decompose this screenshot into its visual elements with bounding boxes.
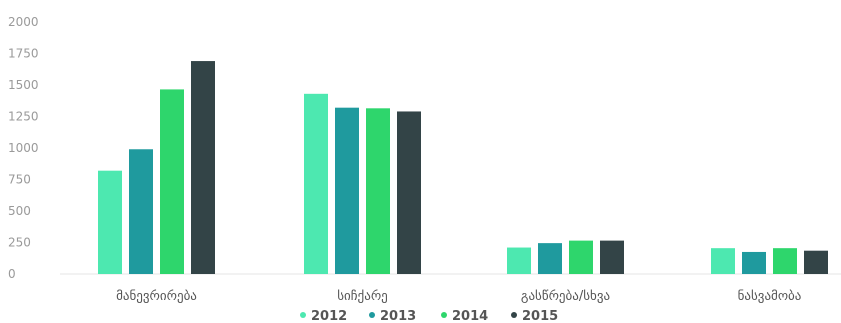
bar-2013-2 <box>335 107 359 275</box>
legend: 2012 2013 2014 2015 <box>300 309 558 323</box>
legend-label-2014: 2014 <box>452 309 488 323</box>
y-tick-label: 250 <box>8 236 31 250</box>
y-tick-label: 1750 <box>8 47 39 61</box>
bar-2014-2 <box>366 108 390 274</box>
bar-2012-1 <box>98 170 122 274</box>
bar-2012-4 <box>711 248 735 274</box>
legend-label-2012: 2012 <box>311 309 347 323</box>
y-tick-label: 1500 <box>8 78 39 92</box>
y-tick-label: 2000 <box>8 15 39 29</box>
bar-2014-4 <box>773 248 797 274</box>
x-category-label: ნასვამობა <box>738 289 802 304</box>
bar-2015-3 <box>600 240 624 274</box>
bar-2015-4 <box>804 250 828 274</box>
bar-2015-1 <box>191 61 215 275</box>
bar-2012-3 <box>507 247 531 274</box>
x-category-label: მანევრირება <box>116 289 197 304</box>
bar-2014-3 <box>569 240 593 274</box>
legend-marker-2013 <box>369 312 375 318</box>
x-category-label: გასწრება/სხვა <box>521 289 610 304</box>
bar-2013-1 <box>129 149 153 274</box>
legend-label-2013: 2013 <box>380 309 416 323</box>
legend-marker-2014 <box>441 312 447 318</box>
y-tick-label: 0 <box>8 267 16 281</box>
x-axis-category-labels: მანევრირება სიჩქარე გასწრება/სხვა ნასვამობა <box>116 289 801 304</box>
bar-2012-2 <box>304 93 328 274</box>
legend-marker-2015 <box>511 312 517 318</box>
x-category-label: სიჩქარე <box>337 289 388 304</box>
legend-label-2015: 2015 <box>522 309 558 323</box>
y-axis-ticks: 2000 1750 1500 1250 1000 750 500 250 0 <box>8 15 39 281</box>
y-tick-label: 1000 <box>8 141 39 155</box>
bar-2014-1 <box>160 89 184 274</box>
y-tick-label: 1250 <box>8 110 39 124</box>
bar-2013-3 <box>538 243 562 274</box>
bars <box>98 61 828 275</box>
bar-2013-4 <box>742 251 766 274</box>
legend-marker-2012 <box>300 312 306 318</box>
bar-2015-2 <box>397 111 421 275</box>
y-tick-label: 500 <box>8 204 31 218</box>
y-tick-label: 750 <box>8 173 31 187</box>
